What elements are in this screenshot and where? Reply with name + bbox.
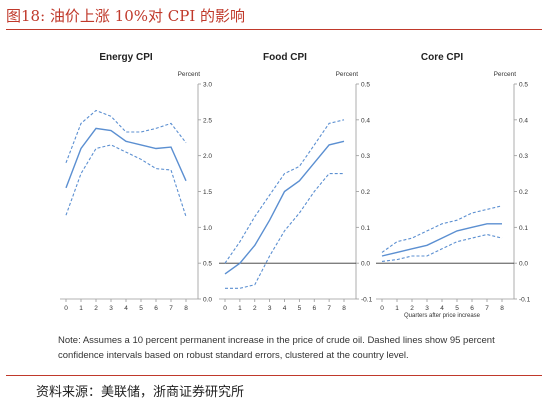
y-tick-label: 0.1	[361, 225, 370, 232]
y-tick-label: -0.1	[519, 297, 531, 304]
x-tick-label: 1	[79, 305, 83, 312]
figure-source: 资料来源：美联储，浙商证券研究所	[36, 385, 245, 400]
x-tick-label: 1	[395, 305, 399, 312]
series-line-confidence-band	[225, 173, 344, 289]
y-tick-label: 0.3	[519, 153, 528, 160]
x-tick-label: 0	[64, 305, 68, 312]
y-tick-label: 0.0	[519, 261, 528, 268]
x-tick-label: 7	[485, 305, 489, 312]
x-tick-label: 4	[440, 305, 444, 312]
figure-note: Note: Assumes a 10 percent permanent inc…	[58, 335, 495, 361]
y-tick-label: 0.5	[361, 82, 370, 89]
y-tick-label: 0.3	[361, 153, 370, 160]
x-tick-label: 5	[298, 305, 302, 312]
x-tick-label: 8	[184, 305, 188, 312]
x-tick-label: 5	[139, 305, 143, 312]
y-tick-label: 0.0	[361, 261, 370, 268]
x-tick-label: 2	[94, 305, 98, 312]
y-axis-unit-label: Percent	[336, 71, 359, 78]
x-tick-label: 3	[268, 305, 272, 312]
panel-title: Core CPI	[421, 52, 463, 63]
y-tick-label: 1.0	[203, 225, 212, 232]
x-axis-title: Quarters after price increase	[404, 313, 481, 319]
y-tick-label: 1.5	[203, 189, 212, 196]
y-axis-unit-label: Percent	[178, 71, 201, 78]
x-tick-label: 3	[425, 305, 429, 312]
panel-title: Food CPI	[263, 52, 307, 63]
panel-title: Energy CPI	[99, 52, 153, 63]
y-tick-label: 0.0	[203, 297, 212, 304]
y-tick-label: 2.5	[203, 117, 212, 124]
x-tick-label: 8	[342, 305, 346, 312]
x-tick-label: 0	[223, 305, 227, 312]
x-tick-label: 4	[283, 305, 287, 312]
x-tick-label: 6	[470, 305, 474, 312]
x-tick-label: 0	[380, 305, 384, 312]
x-tick-label: 8	[500, 305, 504, 312]
series-line-confidence-band	[224, 119, 345, 264]
x-tick-label: 2	[410, 305, 414, 312]
series-line-confidence-band	[65, 144, 187, 217]
y-axis-unit-label: Percent	[494, 71, 517, 78]
series-line-estimate	[224, 140, 345, 275]
x-tick-label: 6	[154, 305, 158, 312]
series-line-estimate	[381, 223, 502, 257]
y-tick-label: 0.1	[519, 225, 528, 232]
y-tick-label: 0.5	[519, 82, 528, 89]
y-tick-label: -0.1	[361, 297, 373, 304]
figure-title: 图18: 油价上涨 10%对 CPI 的影响	[6, 7, 246, 25]
y-tick-label: 0.2	[361, 189, 370, 196]
y-tick-label: 0.5	[203, 261, 212, 268]
x-tick-label: 7	[169, 305, 173, 312]
x-tick-label: 2	[253, 305, 257, 312]
source-divider	[6, 375, 542, 376]
y-tick-label: 3.0	[203, 82, 212, 89]
y-tick-label: 0.2	[519, 189, 528, 196]
series-line-confidence-band	[381, 233, 503, 262]
y-tick-label: 2.0	[203, 153, 212, 160]
title-divider	[6, 29, 542, 30]
x-tick-label: 7	[327, 305, 331, 312]
series-line-confidence-band	[381, 205, 503, 253]
series-line-confidence-band	[65, 109, 187, 163]
x-tick-label: 5	[455, 305, 459, 312]
series-line-estimate	[65, 127, 187, 189]
y-tick-label: 0.4	[361, 117, 370, 124]
x-tick-label: 1	[238, 305, 242, 312]
x-tick-label: 6	[312, 305, 316, 312]
y-tick-label: 0.4	[519, 117, 528, 124]
x-tick-label: 3	[109, 305, 113, 312]
x-tick-label: 4	[124, 305, 128, 312]
